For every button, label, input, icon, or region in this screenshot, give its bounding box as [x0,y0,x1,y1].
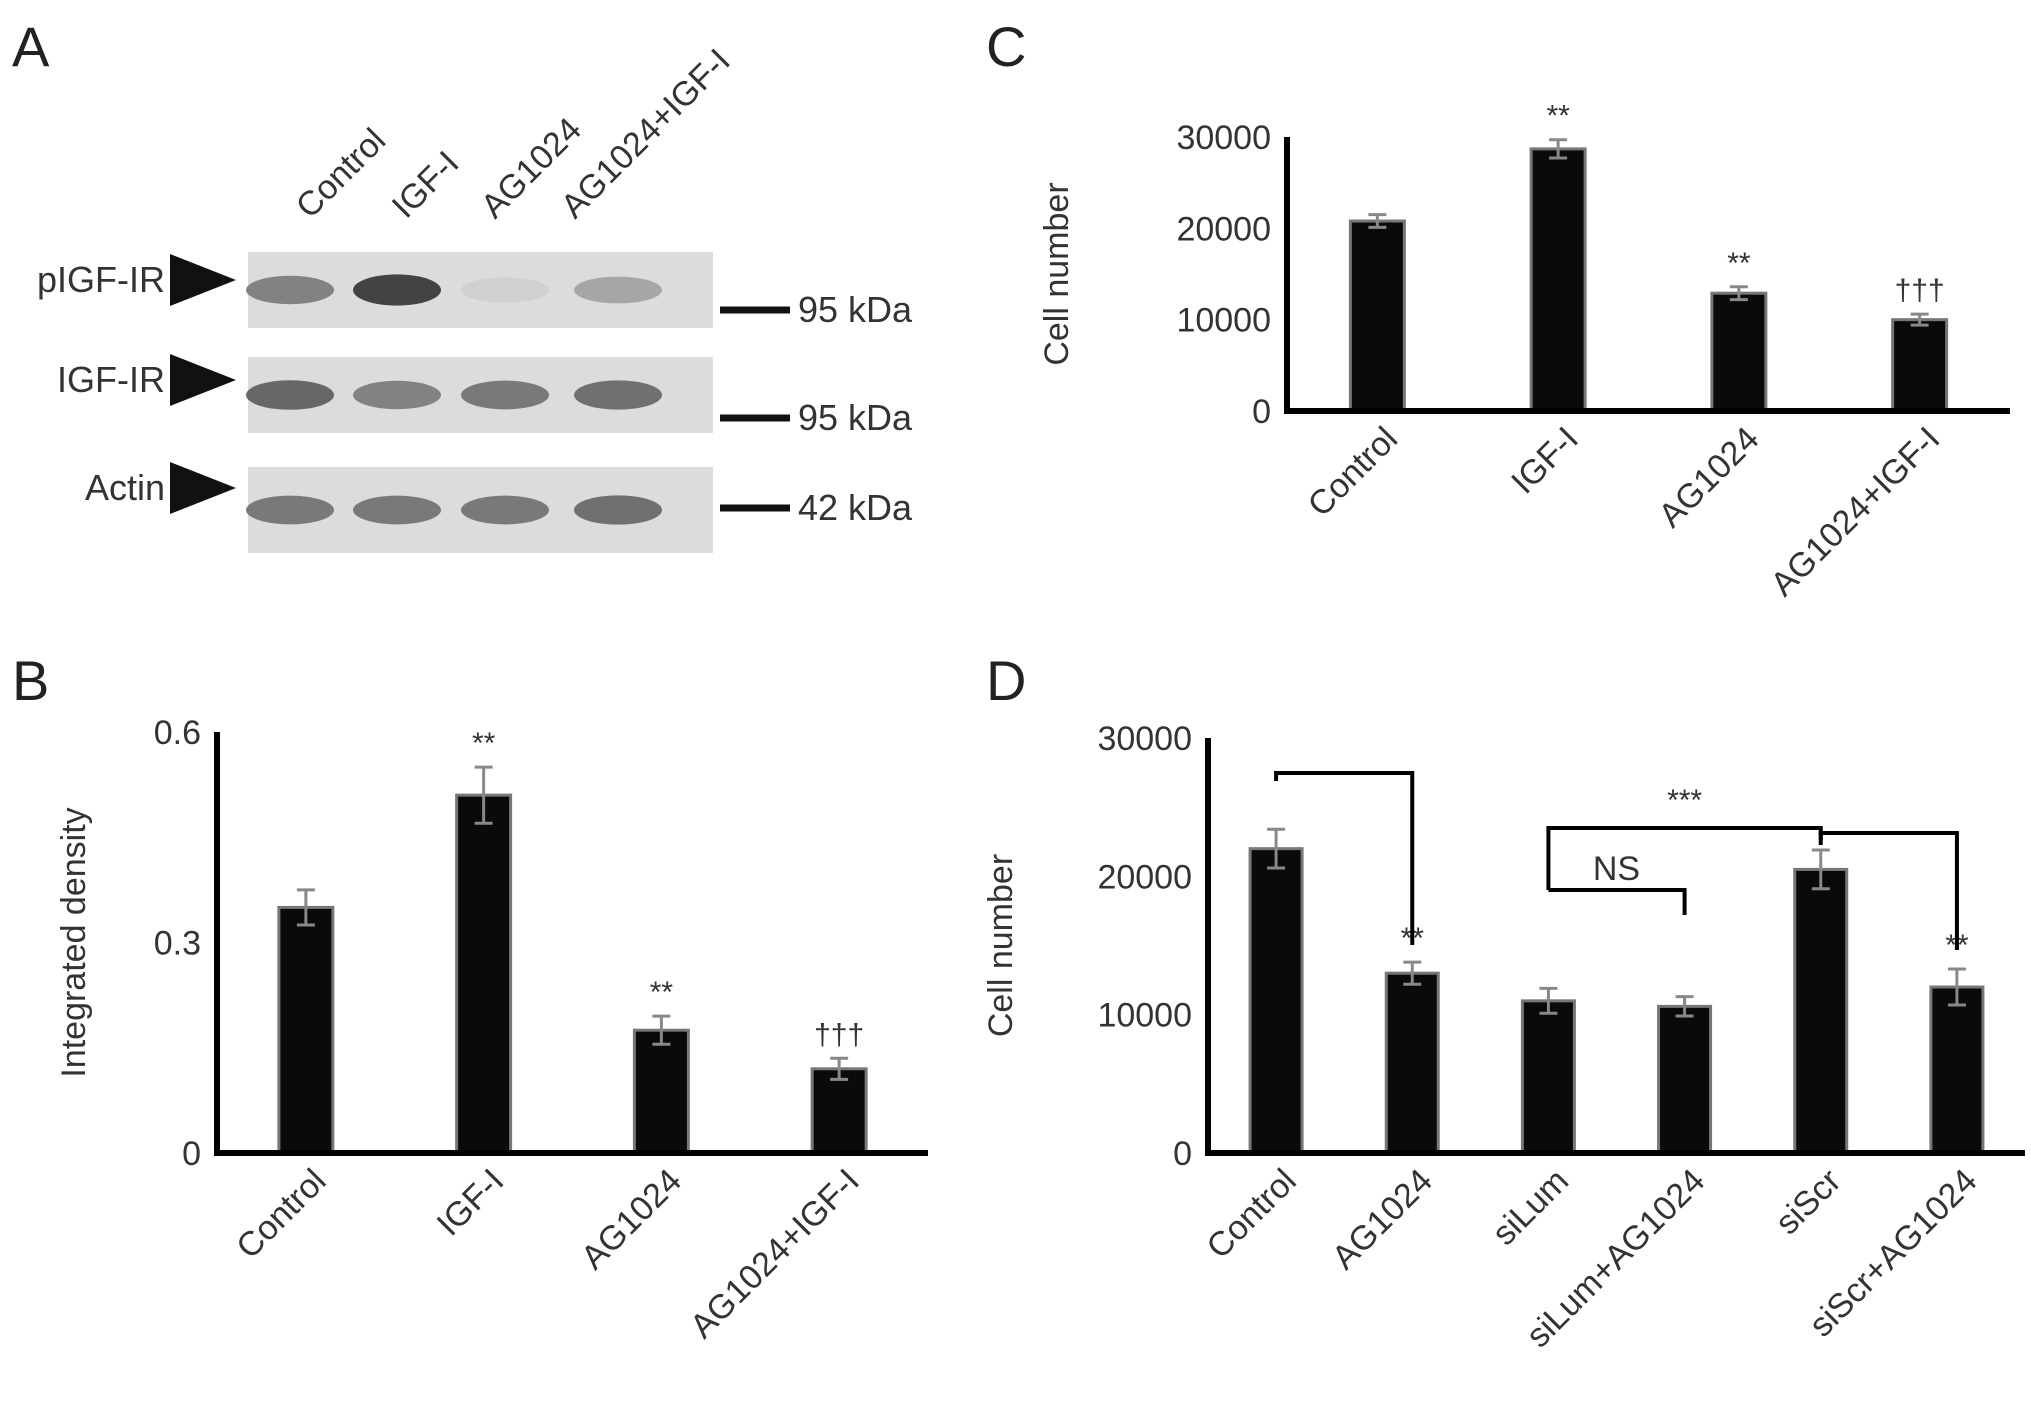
panel-letter-a: A [12,15,50,78]
size-marker-label: 42 kDa [798,487,913,528]
blot-band [574,276,662,304]
y-tick-label: 30000 [1176,119,1271,157]
blot-band [246,380,334,410]
bar [1657,1004,1713,1155]
bracket-label: *** [1667,784,1702,817]
x-tick-label: Control [1199,1162,1303,1266]
bar [632,1028,690,1155]
significance-marker: ††† [1895,274,1945,307]
blot-band [246,275,334,305]
y-tick-label: 10000 [1097,997,1192,1035]
x-tick-label: AG1024 [1325,1162,1440,1277]
blot-lane-label: Control [289,121,393,225]
bar-chart-cell-number-c: 0 10000 20000 30000 Cell number Control ** IGF-… [1038,100,2010,604]
blot-band [461,380,549,410]
significance-marker: ** [1727,247,1751,280]
blot-lane-label: IGF-I [385,144,467,226]
bar [810,1067,868,1155]
bar [1248,847,1304,1155]
panel-letter-c: C [986,15,1026,78]
significance-marker: ** [1546,100,1570,133]
bar [455,793,513,1155]
blot-row-label: pIGF-IR [37,259,165,300]
panel-letter-d: D [986,649,1026,712]
blot-band [353,274,441,306]
arrowhead-icon [170,354,236,406]
x-tick-label: Control [229,1162,333,1266]
y-axis-label: Cell number [982,854,1020,1037]
y-tick-label: 0.3 [154,925,201,963]
arrowhead-icon [170,254,236,306]
y-tick-label: 0 [1173,1135,1192,1173]
comparison-bracket [1546,826,1823,890]
x-tick-label: AG1024 [1651,420,1766,535]
comparison-bracket [1818,831,1959,950]
blot-band [574,495,662,525]
y-axis-label: Integrated density [55,807,93,1077]
x-tick-label: IGF-I [430,1162,512,1244]
blot-row-label: IGF-IR [57,359,165,400]
bar [1929,985,1985,1155]
blot-band [574,380,662,410]
significance-marker: ††† [814,1018,864,1051]
x-tick-label: siScr [1768,1162,1848,1242]
x-tick-label: AG1024+IGF-I [683,1162,867,1346]
x-tick-label: AG1024 [574,1162,689,1277]
y-axis-label: Cell number [1038,182,1076,365]
y-tick-label: 10000 [1176,302,1271,340]
y-tick-label: 0.6 [154,714,201,752]
y-tick-label: 0 [1252,393,1271,431]
bar-chart-integrated-density: 0 0.3 0.6 Integrated density Control ** IGF-I *… [55,714,928,1346]
arrowhead-icon [170,462,236,514]
bar [1348,219,1406,413]
bar [277,905,335,1155]
x-tick-label: AG1024+IGF-I [1763,420,1947,604]
bar [1520,999,1576,1155]
bracket-label: NS [1593,850,1640,888]
x-tick-label: siLum [1485,1162,1576,1253]
panel-letter-b: B [12,649,49,712]
blot-band [461,495,549,525]
significance-marker: ** [650,976,674,1009]
bar [1710,291,1768,413]
size-marker-label: 95 kDa [798,397,913,438]
bar [1384,971,1440,1155]
blot-band [461,277,549,303]
significance-marker: ** [472,727,496,760]
blot-rows: pIGF-IR 95 kDa IGF-IR 95 kDa Actin 42 kDa [37,252,913,553]
size-marker-label: 95 kDa [798,289,913,330]
bar [1529,147,1587,413]
blot-band [246,495,334,525]
blot-band [353,495,441,525]
blot-band [353,380,441,410]
comparison-bracket [1274,771,1415,945]
x-tick-label: Control [1301,420,1405,524]
y-tick-label: 30000 [1097,720,1192,758]
comparison-bracket [1548,888,1687,915]
bar [1891,318,1949,413]
y-tick-label: 0 [182,1135,201,1173]
blot-row-label: Actin [85,467,165,508]
x-tick-label: IGF-I [1504,420,1586,502]
y-tick-label: 20000 [1097,858,1192,896]
y-tick-label: 20000 [1176,210,1271,248]
bar [1793,867,1849,1155]
